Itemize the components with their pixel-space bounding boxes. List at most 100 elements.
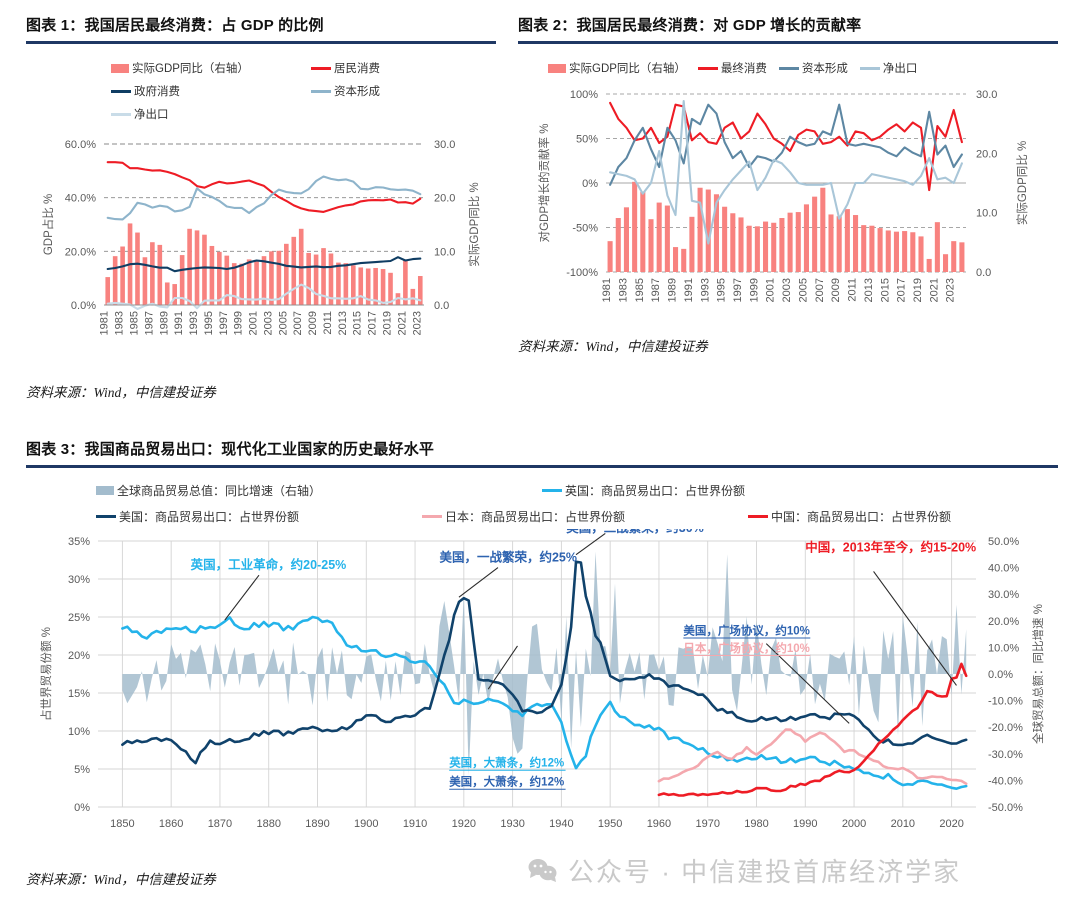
svg-text:2017: 2017 <box>367 311 379 335</box>
svg-text:1989: 1989 <box>158 311 170 335</box>
svg-text:GDP占比 %: GDP占比 % <box>41 194 55 255</box>
svg-text:25%: 25% <box>68 612 90 624</box>
svg-text:1985: 1985 <box>128 311 140 335</box>
legend-label: 英国：商品贸易出口：占世界份额 <box>565 484 746 498</box>
svg-text:10%: 10% <box>68 726 90 738</box>
legend-swatch-line <box>111 89 131 93</box>
legend-swatch-line <box>778 66 799 70</box>
svg-text:实际GDP同比 %: 实际GDP同比 % <box>1015 141 1029 225</box>
legend-swatch-line <box>542 489 562 492</box>
svg-text:2000: 2000 <box>842 818 866 830</box>
svg-text:1991: 1991 <box>683 278 695 302</box>
legend-label: 净出口 <box>882 63 918 75</box>
figure-3-panel: 图表 3：我国商品贸易出口：现代化工业国家的历史最好水平 全球商品贸易总值：同比… <box>26 438 1058 888</box>
legend-item[interactable]: 资本形成 <box>311 83 441 99</box>
legend-item[interactable]: 净出口 <box>859 60 918 76</box>
svg-text:2023: 2023 <box>411 311 423 335</box>
figure-3-plot: 0% 5% 10% 15% 20% 25% 30% 35% 1850 1860 1870 1880 18… <box>39 520 1045 830</box>
svg-text:2013: 2013 <box>337 311 349 335</box>
figure-3-rule <box>26 465 1058 468</box>
legend-item[interactable]: 资本形成 <box>778 60 848 76</box>
svg-text:10.0%: 10.0% <box>988 642 1019 654</box>
figure-1-chart: 0.0% 20.0% 40.0% 60.0% 0.0 10.0 20.0 30.0 GDP占比 … <box>26 130 496 355</box>
legend-label: 全球商品贸易总值：同比增速（右轴） <box>117 484 322 498</box>
svg-text:2015: 2015 <box>879 278 891 302</box>
svg-text:1995: 1995 <box>716 278 728 302</box>
svg-text:0%: 0% <box>74 802 90 814</box>
figure-2-panel: 图表 2：我国居民最终消费：对 GDP 增长的贡献率 实际GDP同比（右轴） 最终… <box>518 14 1058 355</box>
legend-swatch-line <box>748 515 768 518</box>
svg-text:0.0: 0.0 <box>976 267 991 279</box>
legend-item[interactable]: 实际GDP同比（右轴） <box>111 60 311 76</box>
legend-item[interactable]: 居民消费 <box>311 60 441 76</box>
svg-text:2009: 2009 <box>830 278 842 302</box>
svg-text:-50%: -50% <box>572 223 598 235</box>
figure-3-chart: 0% 5% 10% 15% 20% 25% 30% 35% 1850 1860 1870 1880 18… <box>26 520 1058 854</box>
svg-text:40.0%: 40.0% <box>988 563 1019 575</box>
svg-text:1993: 1993 <box>188 311 200 335</box>
svg-text:-100%: -100% <box>566 267 598 279</box>
figure-1-source: 资料来源：Wind，中信建投证券 <box>26 385 216 400</box>
svg-text:10.0: 10.0 <box>434 246 455 258</box>
svg-text:2017: 2017 <box>896 278 908 302</box>
legend-label: 实际GDP同比（右轴） <box>132 63 249 75</box>
svg-text:1983: 1983 <box>617 278 629 302</box>
svg-text:2013: 2013 <box>863 278 875 302</box>
svg-text:35%: 35% <box>68 536 90 548</box>
figure-2-chart: -100% -50% 0% 50% 100% 0.0 10.0 20.0 30.0 对GDP增长的… <box>518 84 1058 317</box>
svg-text:1870: 1870 <box>208 818 232 830</box>
svg-text:2005: 2005 <box>797 278 809 302</box>
svg-text:30.0: 30.0 <box>976 89 997 101</box>
svg-text:20.0%: 20.0% <box>988 616 1019 628</box>
svg-text:占世界贸易份额 %: 占世界贸易份额 % <box>39 627 53 721</box>
svg-text:1920: 1920 <box>452 818 476 830</box>
legend-label: 最终消费 <box>720 63 767 75</box>
legend-item[interactable]: 政府消费 <box>111 83 311 99</box>
svg-text:1993: 1993 <box>699 278 711 302</box>
svg-text:-40.0%: -40.0% <box>988 775 1023 787</box>
svg-text:1997: 1997 <box>218 311 230 335</box>
legend-swatch-box <box>548 63 566 73</box>
svg-text:1910: 1910 <box>403 818 427 830</box>
svg-text:1890: 1890 <box>305 818 329 830</box>
legend-label: 资本形成 <box>801 63 848 75</box>
svg-text:2011: 2011 <box>322 311 334 335</box>
legend-item[interactable]: 最终消费 <box>697 60 767 76</box>
legend-swatch-line <box>111 112 131 116</box>
svg-text:2001: 2001 <box>765 278 777 302</box>
legend-swatch-line <box>859 66 880 70</box>
svg-text:0%: 0% <box>582 178 598 190</box>
svg-text:0.0: 0.0 <box>434 300 449 312</box>
svg-text:60.0%: 60.0% <box>65 139 96 151</box>
svg-text:1999: 1999 <box>233 311 245 335</box>
svg-text:50%: 50% <box>576 134 598 146</box>
legend-item[interactable]: 实际GDP同比（右轴） <box>548 60 686 76</box>
svg-text:20.0: 20.0 <box>976 148 997 160</box>
figure-2-rule <box>518 41 1058 44</box>
svg-text:实际GDP同比 %: 实际GDP同比 % <box>467 182 481 266</box>
figure-3-legend: 全球商品贸易总值：同比增速（右轴） 英国：商品贸易出口：占世界份额美国：商品贸易出… <box>96 482 1056 525</box>
svg-text:2021: 2021 <box>396 311 408 335</box>
svg-text:1950: 1950 <box>598 818 622 830</box>
svg-text:10.0: 10.0 <box>976 208 997 220</box>
legend-item[interactable]: 日本：商品贸易出口：占世界份额 <box>422 508 722 525</box>
legend-item[interactable]: 净出口 <box>111 106 311 122</box>
svg-text:2020: 2020 <box>939 818 963 830</box>
legend-label: 政府消费 <box>134 86 180 98</box>
svg-text:30.0: 30.0 <box>434 139 455 151</box>
svg-text:全球贸易总额：同比增速 %: 全球贸易总额：同比增速 % <box>1031 604 1045 744</box>
legend-item[interactable]: 美国：商品贸易出口：占世界份额 <box>96 508 396 525</box>
legend-item[interactable]: 中国：商品贸易出口：占世界份额 <box>748 508 1048 525</box>
figure-3-source: 资料来源：Wind，中信建投证券 <box>26 872 216 887</box>
figure-2-plot: -100% -50% 0% 50% 100% 0.0 10.0 20.0 30.0 对GDP增长的… <box>537 89 1029 302</box>
svg-text:2001: 2001 <box>248 311 260 335</box>
svg-text:1880: 1880 <box>256 818 280 830</box>
svg-text:对GDP增长的贡献率 %: 对GDP增长的贡献率 % <box>537 124 551 243</box>
svg-text:1960: 1960 <box>647 818 671 830</box>
legend-label: 居民消费 <box>334 63 380 75</box>
legend-item[interactable]: 全球商品贸易总值：同比增速（右轴） <box>96 482 516 499</box>
svg-text:2019: 2019 <box>912 278 924 302</box>
svg-text:30.0%: 30.0% <box>988 589 1019 601</box>
figure-1-rule <box>26 41 496 44</box>
legend-item[interactable]: 英国：商品贸易出口：占世界份额 <box>542 482 842 499</box>
